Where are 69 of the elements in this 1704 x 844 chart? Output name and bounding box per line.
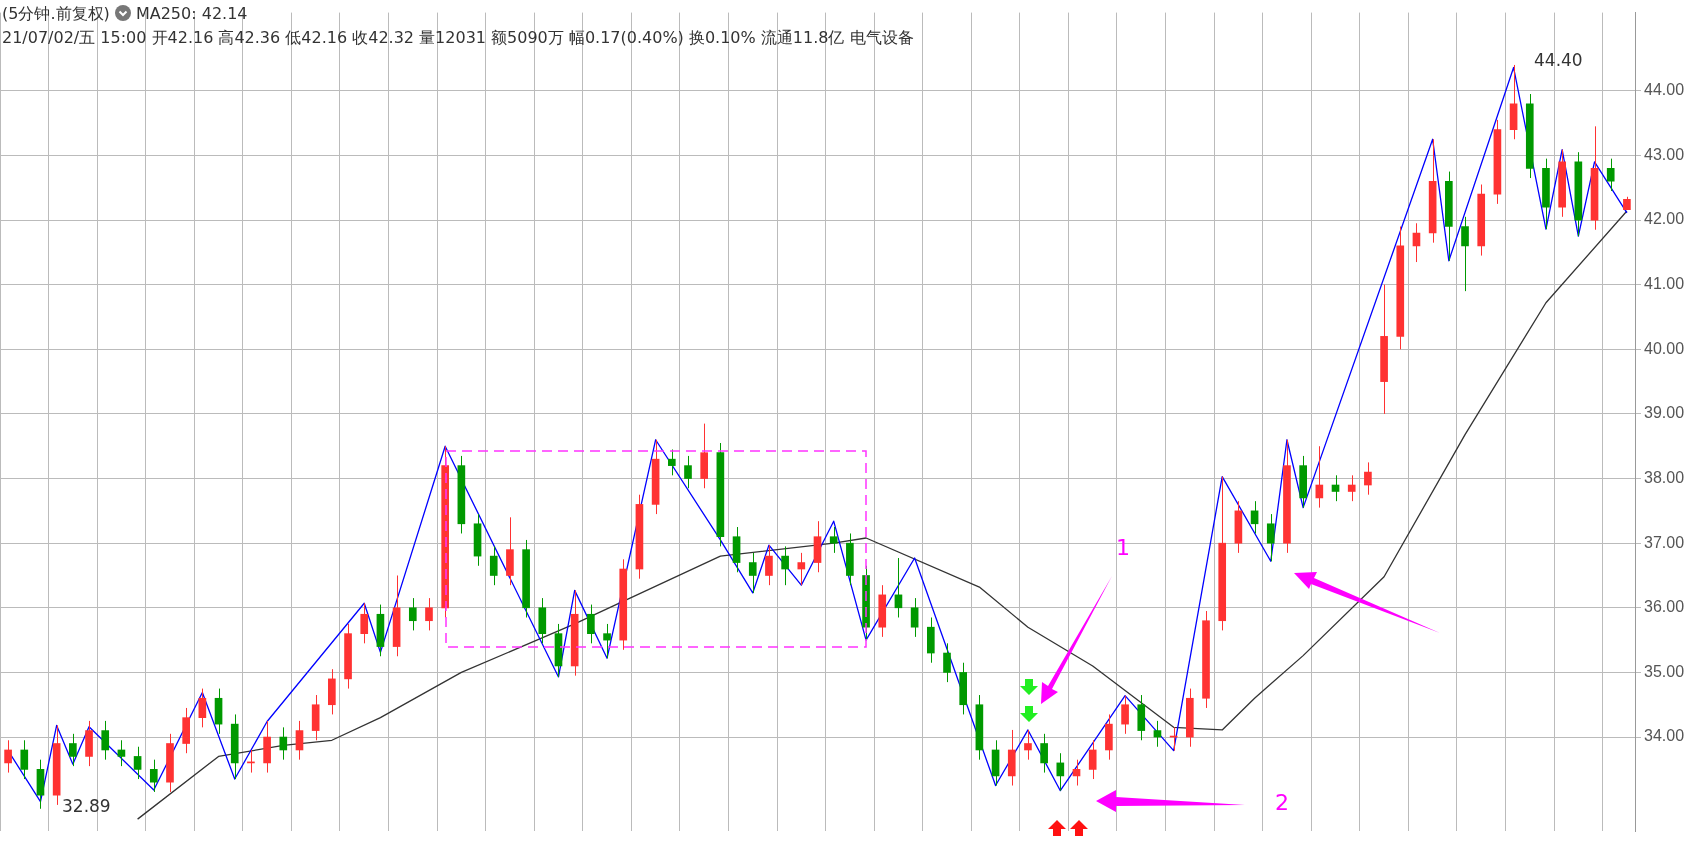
- candlestick: [829, 526, 838, 554]
- y-tick-label: 34.00: [1644, 727, 1685, 745]
- candlestick: [1121, 695, 1129, 735]
- candlestick: [230, 713, 239, 780]
- text: 21/07/02/五 15:00 开42.16 高42.36 低42.16 收42.32 量12031 额5090万 幅0.17(0.40%) 换0.10% 流通11.8亿 电气设备: [2, 27, 914, 49]
- candlestick: [1218, 476, 1227, 631]
- y-tick-label: 43.00: [1644, 145, 1685, 163]
- candlestick: [1525, 93, 1534, 179]
- y-tick-label: 44.00: [1644, 81, 1685, 99]
- candlestick: [1105, 713, 1113, 761]
- candlestick: [263, 720, 271, 774]
- candlestick: [700, 423, 709, 489]
- annotation: 1: [1116, 535, 1130, 560]
- candlestick: [959, 662, 968, 715]
- candlestick: [1299, 455, 1307, 509]
- y-tick-label: 39.00: [1644, 404, 1685, 422]
- chart-title: (5分钟.前复权): [2, 4, 110, 23]
- candlestick: [587, 604, 595, 644]
- candlestick: [522, 539, 530, 618]
- candlestick: [69, 733, 77, 767]
- candlestick: [1477, 184, 1486, 257]
- candlestick: [506, 516, 514, 586]
- candlestick: [1186, 688, 1194, 748]
- candlestick: [748, 552, 757, 594]
- candlestick: [538, 597, 547, 644]
- y-tick-label: 37.00: [1644, 533, 1685, 551]
- y-tick-label: 35.00: [1644, 662, 1685, 680]
- candlestick: [1266, 513, 1275, 562]
- candlestick: [1445, 171, 1453, 262]
- candlestick: [489, 545, 498, 586]
- annotation: MA250: 42.14: [135, 4, 248, 23]
- candlestick: [1606, 158, 1615, 192]
- candlestick: [1202, 610, 1210, 709]
- candlestick: [166, 733, 174, 793]
- candlestick: [101, 720, 110, 761]
- candlestick: [182, 707, 190, 754]
- candlestick: [360, 602, 369, 644]
- candlestick: [684, 455, 692, 489]
- candlestick: [328, 668, 336, 715]
- candlestick: [1088, 739, 1097, 780]
- candlestick: [344, 623, 352, 690]
- y-tick-label: 36.00: [1644, 598, 1685, 616]
- candlestick: [408, 597, 417, 631]
- annotation: 44.40: [1534, 50, 1583, 70]
- candlestick: [1380, 284, 1388, 415]
- candlestick: [943, 642, 951, 683]
- y-tick-label: 38.00: [1644, 468, 1685, 486]
- candlestick: [1007, 729, 1016, 787]
- annotation: 32.89: [62, 796, 111, 816]
- candlestick: [1137, 694, 1146, 741]
- candlestick: [878, 584, 887, 638]
- candlestick: [1396, 226, 1405, 350]
- candlestick: [619, 558, 628, 651]
- candlestick: [765, 544, 773, 586]
- candlestick: [1040, 733, 1048, 774]
- candlestick: [425, 597, 433, 631]
- candlestick: [926, 616, 935, 664]
- y-tick-label: 42.00: [1644, 210, 1685, 228]
- annotation: 2: [1275, 790, 1289, 815]
- candlestick: [1461, 216, 1469, 292]
- candlestick: [85, 720, 93, 767]
- candlestick: [149, 759, 158, 793]
- candlestick: [1623, 196, 1631, 211]
- candlestick: [20, 739, 29, 780]
- candlestick: [1283, 439, 1291, 554]
- y-tick-label: 40.00: [1644, 339, 1685, 357]
- y-tick-label: 41.00: [1644, 275, 1685, 293]
- candlestick: [846, 532, 854, 586]
- candlestick: [1542, 158, 1550, 230]
